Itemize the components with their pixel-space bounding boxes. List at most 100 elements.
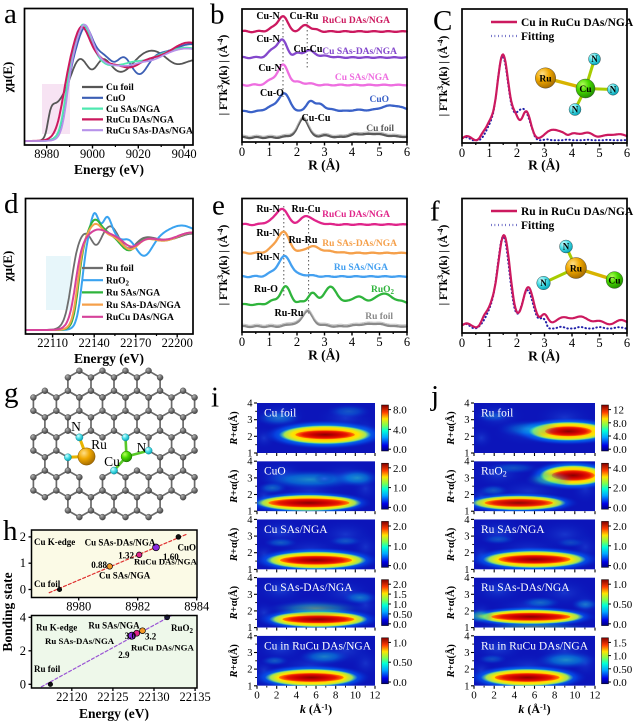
svg-text:2.0: 2.0	[393, 579, 407, 591]
svg-text:Energy (eV): Energy (eV)	[74, 162, 144, 177]
svg-text:3: 3	[247, 532, 252, 543]
svg-text:3: 3	[541, 146, 547, 160]
svg-text:C: C	[433, 5, 452, 37]
svg-text:3: 3	[321, 335, 327, 349]
svg-text:3: 3	[247, 648, 252, 659]
svg-text:Cu SAs/NGA: Cu SAs/NGA	[99, 571, 151, 581]
svg-text:0.0: 0.0	[393, 502, 407, 514]
svg-text:Cu foil: Cu foil	[264, 408, 296, 420]
svg-text:0.0: 0.0	[393, 619, 407, 631]
svg-text:CuO: CuO	[106, 94, 126, 104]
svg-text:3.0: 3.0	[125, 631, 137, 641]
svg-text:0.0: 0.0	[613, 444, 627, 456]
svg-text:10: 10	[350, 689, 362, 701]
svg-text:3: 3	[247, 415, 252, 426]
svg-text:| FTk3χ(k) | (Å-4): | FTk3χ(k) | (Å-4)	[436, 35, 450, 116]
svg-text:3: 3	[321, 145, 327, 159]
svg-text:6: 6	[313, 689, 319, 701]
svg-text:CuO: CuO	[369, 95, 389, 105]
svg-text:1.5: 1.5	[393, 589, 407, 601]
svg-text:RuCu DAs/NGA: RuCu DAs/NGA	[106, 313, 174, 323]
svg-text:Cu K-edge: Cu K-edge	[34, 537, 75, 547]
svg-text:Ru-Ru: Ru-Ru	[289, 235, 318, 246]
svg-text:CuO: CuO	[177, 543, 196, 553]
svg-text:0: 0	[20, 583, 26, 597]
svg-text:Cu in RuCu DAs/NGA: Cu in RuCu DAs/NGA	[264, 640, 372, 652]
svg-text:2: 2	[247, 665, 252, 676]
svg-text:2: 2	[20, 644, 26, 658]
svg-text:4: 4	[20, 610, 27, 624]
svg-text:1.0: 1.0	[393, 599, 407, 611]
svg-text:4: 4	[569, 146, 576, 160]
svg-text:5: 5	[596, 146, 602, 160]
svg-text:1: 1	[247, 681, 252, 692]
svg-text:χμ(E): χμ(E)	[0, 251, 15, 283]
svg-text:0.88: 0.88	[91, 560, 107, 570]
svg-text:3: 3	[541, 336, 547, 350]
svg-text:N: N	[137, 440, 147, 455]
svg-text:12: 12	[613, 405, 624, 417]
svg-text:0.0: 0.0	[393, 561, 407, 573]
svg-text:R (Å): R (Å)	[308, 348, 340, 363]
svg-text:2: 2	[514, 146, 520, 160]
svg-text:Ru SAs-DAs/NGA: Ru SAs-DAs/NGA	[106, 301, 181, 311]
svg-text:k (Å-1): k (Å-1)	[300, 702, 332, 716]
svg-text:Ru: Ru	[91, 437, 107, 452]
svg-text:6: 6	[624, 336, 630, 350]
svg-text:1: 1	[247, 507, 252, 518]
svg-text:12: 12	[370, 689, 381, 701]
svg-text:3: 3	[247, 590, 252, 601]
svg-text:Energy (eV): Energy (eV)	[79, 706, 149, 721]
svg-text:5: 5	[596, 336, 602, 350]
svg-text:0: 0	[239, 335, 245, 349]
svg-text:0.50: 0.50	[613, 599, 633, 611]
svg-text:Cu SAs/NGA: Cu SAs/NGA	[264, 524, 328, 536]
svg-text:4: 4	[349, 335, 356, 349]
svg-text:g: g	[4, 377, 19, 409]
svg-text:R+α(Å): R+α(Å)	[228, 644, 240, 679]
svg-text:Ru SAs/NGA: Ru SAs/NGA	[334, 263, 388, 273]
svg-text:4: 4	[349, 145, 356, 159]
svg-text:1: 1	[464, 623, 469, 634]
svg-text:1: 1	[486, 146, 492, 160]
svg-text:R+α(Å): R+α(Å)	[445, 644, 457, 679]
svg-text:2.0: 2.0	[613, 483, 627, 495]
svg-text:1.0: 1.0	[393, 541, 407, 553]
svg-text:R (Å): R (Å)	[308, 158, 340, 173]
svg-text:4: 4	[247, 573, 253, 584]
svg-text:Ru foil: Ru foil	[106, 264, 134, 274]
svg-text:2: 2	[274, 689, 280, 701]
svg-text:Ru SAs/NGA: Ru SAs/NGA	[481, 524, 545, 536]
svg-text:22110: 22110	[37, 336, 68, 350]
svg-text:Ru foil: Ru foil	[481, 408, 513, 420]
svg-text:8: 8	[333, 689, 339, 701]
svg-text:1: 1	[464, 507, 469, 518]
svg-text:| FTk3χ(k) | (Å-4): | FTk3χ(k) | (Å-4)	[216, 224, 230, 305]
svg-text:4: 4	[247, 631, 253, 642]
svg-text:Cu in RuCu DAs/NGA: Cu in RuCu DAs/NGA	[521, 17, 634, 29]
svg-text:10: 10	[569, 689, 581, 701]
svg-text:0: 0	[239, 145, 245, 159]
svg-text:5: 5	[376, 145, 382, 159]
svg-text:Cu foil: Cu foil	[106, 83, 134, 93]
svg-text:Cu SAs-DAs/NGA: Cu SAs-DAs/NGA	[85, 538, 156, 548]
svg-text:Cu-Cu: Cu-Cu	[294, 44, 323, 55]
svg-text:4: 4	[569, 336, 576, 350]
svg-text:R+α(Å): R+α(Å)	[445, 585, 457, 620]
svg-text:8984: 8984	[184, 600, 210, 614]
svg-text:0: 0	[254, 689, 260, 701]
svg-text:0.0: 0.0	[393, 677, 407, 689]
svg-text:0: 0	[20, 677, 26, 691]
svg-text:4.0: 4.0	[613, 431, 627, 443]
svg-text:Ru-Cu: Ru-Cu	[292, 204, 321, 215]
svg-text:6: 6	[404, 145, 410, 159]
svg-text:2: 2	[464, 665, 469, 676]
svg-text:5: 5	[376, 335, 382, 349]
svg-text:Cu-N: Cu-N	[256, 34, 280, 45]
svg-text:h: h	[3, 515, 18, 547]
svg-text:Cu: Cu	[104, 454, 120, 469]
svg-text:4: 4	[247, 399, 253, 410]
svg-text:2: 2	[464, 548, 469, 559]
svg-text:1: 1	[266, 145, 272, 159]
svg-text:1: 1	[247, 449, 252, 460]
